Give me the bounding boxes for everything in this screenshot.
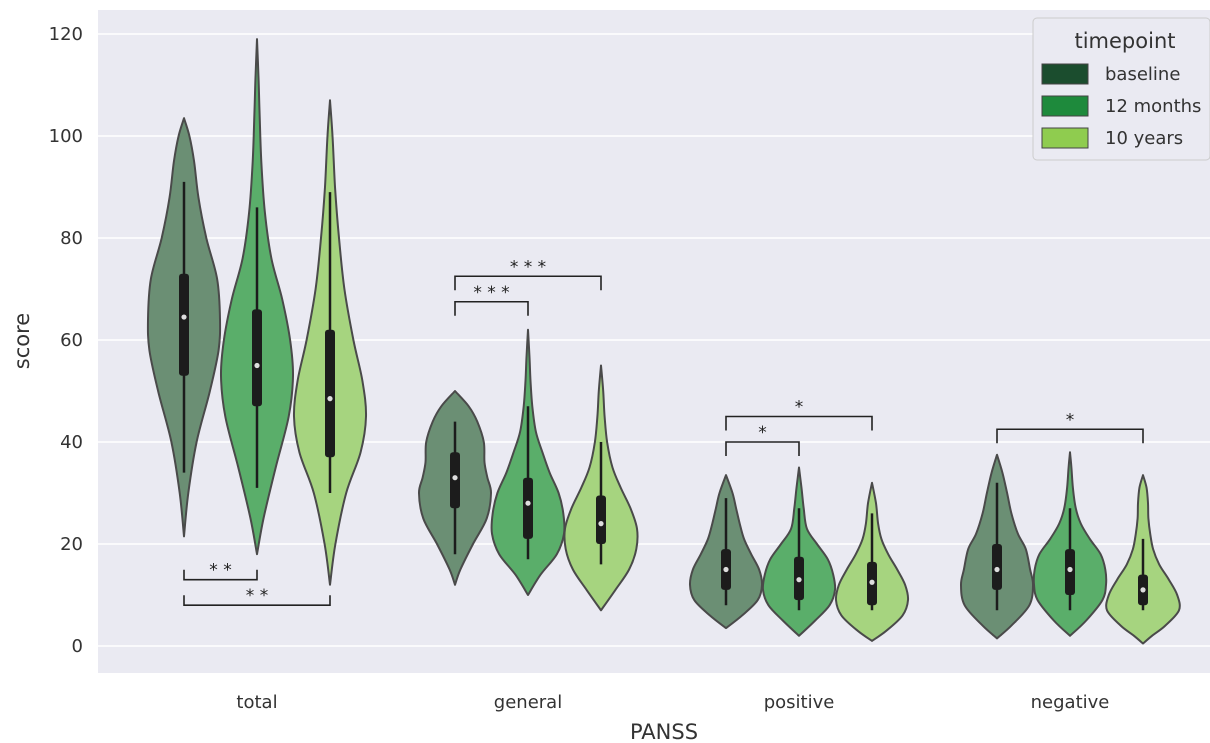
sig-label-3: * * * — [510, 257, 546, 277]
median-12-months-positive — [796, 577, 802, 583]
median-baseline-general — [452, 475, 458, 481]
box-10-years-total — [325, 329, 335, 458]
legend: timepoint baseline 12 months 10 years — [1032, 17, 1210, 161]
bracket-3 — [454, 275, 602, 291]
sig-label-0: * * — [209, 561, 231, 581]
sig-label-5: * — [795, 398, 804, 418]
legend-title: timepoint — [1074, 29, 1175, 53]
violins — [146, 38, 1181, 645]
median-10-years-negative — [1140, 587, 1146, 593]
x-tick-positive: positive — [764, 692, 835, 713]
significance-brackets: * * * * * * ** * * * * * — [183, 257, 1144, 606]
y-tick-100: 100 — [49, 126, 83, 147]
median-10-years-total — [327, 396, 333, 402]
bracket-1 — [183, 595, 331, 606]
sig-label-1: * * — [246, 586, 268, 606]
legend-frame — [1032, 17, 1210, 161]
bracket-4 — [725, 441, 800, 456]
y-tick-80: 80 — [60, 228, 83, 249]
bracket-5 — [725, 415, 873, 431]
median-12-months-general — [525, 500, 531, 506]
sig-label-2: * * * — [473, 283, 509, 303]
median-12-months-total — [254, 362, 260, 369]
box-12-months-total — [252, 309, 262, 407]
y-tick-0: 0 — [72, 636, 83, 657]
median-10-years-general — [598, 521, 604, 527]
median-12-months-negative — [1067, 566, 1073, 573]
median-baseline-total — [181, 314, 187, 320]
median-10-years-positive — [869, 579, 875, 585]
box-12-months-general — [523, 477, 533, 539]
sig-label-6: * — [1066, 410, 1075, 430]
bracket-0 — [183, 569, 258, 581]
y-tick-60: 60 — [60, 330, 83, 351]
y-axis-title: score — [10, 313, 34, 369]
x-tick-general: general — [494, 692, 562, 713]
y-tick-120: 120 — [49, 24, 83, 45]
y-tick-20: 20 — [60, 534, 83, 555]
box-10-years-general — [596, 495, 606, 544]
legend-label-12-months: 12 months — [1105, 96, 1201, 117]
box-baseline-total — [179, 273, 189, 376]
legend-swatch-baseline — [1041, 63, 1089, 85]
median-baseline-positive — [723, 566, 729, 573]
legend-label-baseline: baseline — [1105, 64, 1180, 85]
legend-swatch-10-years — [1041, 127, 1089, 149]
x-axis-title: PANSS — [630, 720, 698, 743]
x-tick-total: total — [236, 692, 277, 713]
legend-label-10-years: 10 years — [1105, 128, 1183, 149]
legend-swatch-12-months — [1041, 95, 1089, 117]
bracket-6 — [996, 428, 1144, 444]
sig-label-4: * — [758, 423, 767, 443]
y-tick-40: 40 — [60, 432, 83, 453]
x-tick-labels: total general positive negative — [236, 692, 1109, 713]
x-tick-negative: negative — [1031, 692, 1110, 713]
bracket-2 — [454, 300, 529, 316]
median-baseline-negative — [994, 566, 1000, 573]
y-tick-labels: 0 20 40 60 80 100 120 — [49, 24, 83, 657]
